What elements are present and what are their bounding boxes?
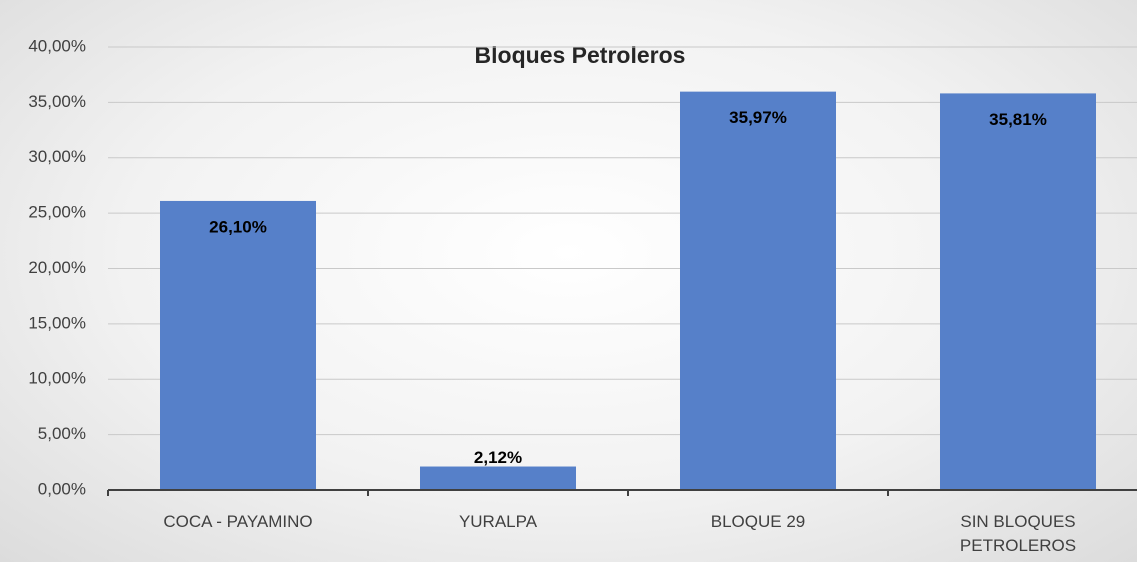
bar [680,91,836,490]
y-tick-label: 35,00% [28,92,86,111]
x-tick-label: YURALPA [458,512,538,531]
y-tick-label: 0,00% [38,479,86,498]
y-tick-label: 10,00% [28,369,86,388]
bar [940,93,1096,491]
data-label: 35,81% [989,110,1047,129]
y-tick-label: 25,00% [28,203,86,222]
x-tick-label: COCA - PAYAMINO [163,512,313,531]
y-tick-label: 5,00% [38,424,86,443]
data-label: 35,97% [729,108,787,127]
x-tick-label: SIN BLOQUES PETROLEROS [959,512,1077,555]
data-label: 26,10% [209,217,267,236]
x-tick-label: BLOQUE 29 [710,512,806,531]
y-tick-label: 30,00% [28,147,86,166]
chart-title: Bloques Petroleros [475,42,686,68]
data-label: 2,12% [474,448,522,467]
bar [420,466,576,490]
y-tick-label: 15,00% [28,313,86,332]
bar [160,200,316,490]
y-tick-label: 20,00% [28,258,86,277]
y-tick-label: 40,00% [28,36,86,55]
